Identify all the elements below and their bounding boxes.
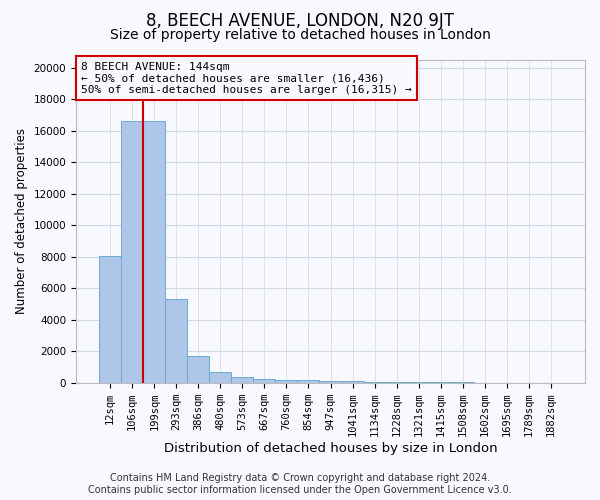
Bar [143, 122, 165, 383]
Bar [275, 380, 298, 383]
Bar [364, 382, 386, 383]
Bar [407, 382, 430, 383]
Y-axis label: Number of detached properties: Number of detached properties [15, 128, 28, 314]
Bar [386, 382, 407, 383]
Bar [187, 356, 209, 383]
Bar [298, 380, 319, 383]
Bar [232, 378, 253, 383]
Bar [341, 382, 364, 383]
Text: Size of property relative to detached houses in London: Size of property relative to detached ho… [110, 28, 490, 42]
Bar [253, 379, 275, 383]
Text: 8, BEECH AVENUE, LONDON, N20 9JT: 8, BEECH AVENUE, LONDON, N20 9JT [146, 12, 454, 30]
Bar [121, 122, 143, 383]
X-axis label: Distribution of detached houses by size in London: Distribution of detached houses by size … [164, 442, 497, 455]
Bar [165, 300, 187, 383]
Bar [209, 372, 232, 383]
Bar [430, 382, 452, 383]
Bar [99, 256, 121, 383]
Text: 8 BEECH AVENUE: 144sqm
← 50% of detached houses are smaller (16,436)
50% of semi: 8 BEECH AVENUE: 144sqm ← 50% of detached… [81, 62, 412, 95]
Text: Contains HM Land Registry data © Crown copyright and database right 2024.
Contai: Contains HM Land Registry data © Crown c… [88, 474, 512, 495]
Bar [452, 382, 474, 383]
Bar [319, 381, 341, 383]
